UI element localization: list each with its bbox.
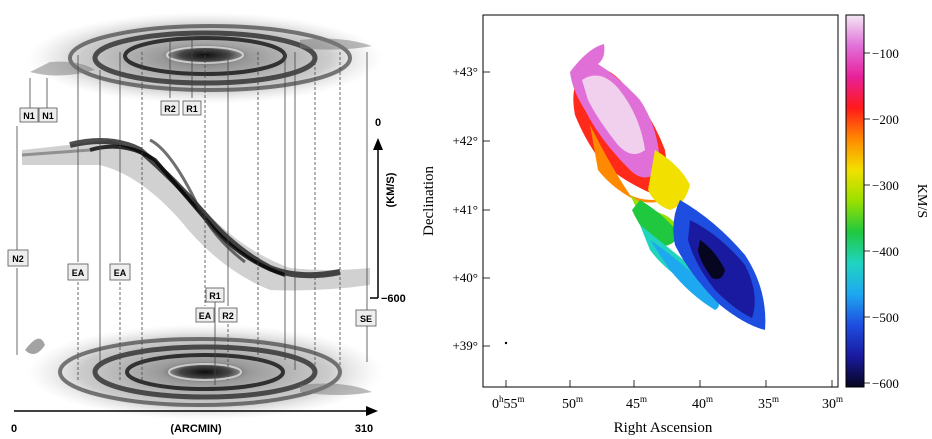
label-ea-3: EA (195, 307, 215, 323)
reference-lines (16, 38, 368, 385)
x-tick-label: 0h55m (492, 394, 525, 412)
position-axis-end-value: 310 (355, 423, 373, 435)
svg-text:EA: EA (114, 268, 127, 278)
y-tick-label: +39° (452, 338, 478, 353)
position-axis: 0 (ARCMIN) 310 (11, 406, 378, 435)
colorbar-tick-label: −600 (872, 376, 899, 391)
x-tick-label: 35m (758, 394, 779, 412)
label-ea-1: EA (67, 263, 89, 281)
y-tick-label: +40° (452, 270, 478, 285)
x-tick-label: 50m (562, 394, 583, 412)
x-axis: 0h55m 50m 45m 40m 35m 30m Right Ascensio… (492, 380, 843, 436)
label-n1-a: N1 (19, 107, 39, 123)
x-tick-label: 30m (822, 394, 843, 412)
svg-text:R2: R2 (164, 104, 176, 114)
position-axis-label: (ARCMIN) (170, 423, 222, 435)
label-ea-2: EA (109, 263, 131, 281)
colorbar-tick-label: −300 (872, 178, 899, 193)
velocity-field-map (504, 42, 769, 345)
label-n1-b: N1 (38, 107, 58, 123)
x-tick-label: 45m (626, 394, 647, 412)
label-r2-mid: R2 (218, 307, 238, 323)
position-axis-start-value: 0 (11, 423, 17, 435)
svg-text:R2: R2 (222, 311, 234, 321)
y-axis-title: Declination (421, 166, 437, 236)
y-tick-label: +43° (452, 64, 478, 79)
left-panel: N1 N1 R2 R1 N2 EA EA R1 (7, 12, 406, 435)
svg-text:EA: EA (72, 268, 85, 278)
colorbar-tick-label: −400 (872, 244, 899, 259)
y-tick-label: +41° (452, 202, 478, 217)
colorbar-gradient (845, 14, 865, 388)
label-n2: N2 (7, 249, 29, 267)
label-se: SE (355, 309, 377, 327)
colorbar-title: KM/S (914, 184, 929, 218)
x-axis-title: Right Ascension (614, 420, 713, 436)
arrow-right-icon (366, 406, 378, 416)
svg-text:N2: N2 (12, 254, 24, 264)
velocity-axis-bottom-value: −600 (381, 293, 406, 305)
velocity-axis-top-value: 0 (375, 117, 381, 129)
label-r1-mid: R1 (205, 287, 225, 303)
svg-text:N1: N1 (42, 111, 54, 121)
svg-text:N1: N1 (23, 111, 35, 121)
y-axis: +43° +42° +41° +40° +39° Declination (421, 64, 490, 353)
x-tick-label: 40m (692, 394, 713, 412)
svg-text:SE: SE (360, 314, 372, 324)
colorbar: −100 −200 −300 −400 −500 −600 KM/S (845, 14, 929, 391)
colorbar-tick-label: −100 (872, 46, 899, 61)
bottom-galaxy-image (25, 324, 383, 420)
velocity-axis-label: (KM/S) (385, 172, 397, 207)
label-r2-top: R2 (160, 100, 180, 116)
svg-text:EA: EA (199, 311, 212, 321)
velocity-axis: 0 (KM/S) −600 (370, 117, 406, 305)
arrow-up-icon (373, 138, 383, 150)
colorbar-tick-label: −200 (872, 112, 899, 127)
svg-text:R1: R1 (186, 104, 198, 114)
label-r1-top: R1 (182, 100, 202, 116)
y-tick-label: +42° (452, 133, 478, 148)
colorbar-tick-label: −500 (872, 310, 899, 325)
right-panel: +43° +42° +41° +40° +39° Declination 0h5… (421, 14, 929, 436)
svg-text:R1: R1 (209, 291, 221, 301)
